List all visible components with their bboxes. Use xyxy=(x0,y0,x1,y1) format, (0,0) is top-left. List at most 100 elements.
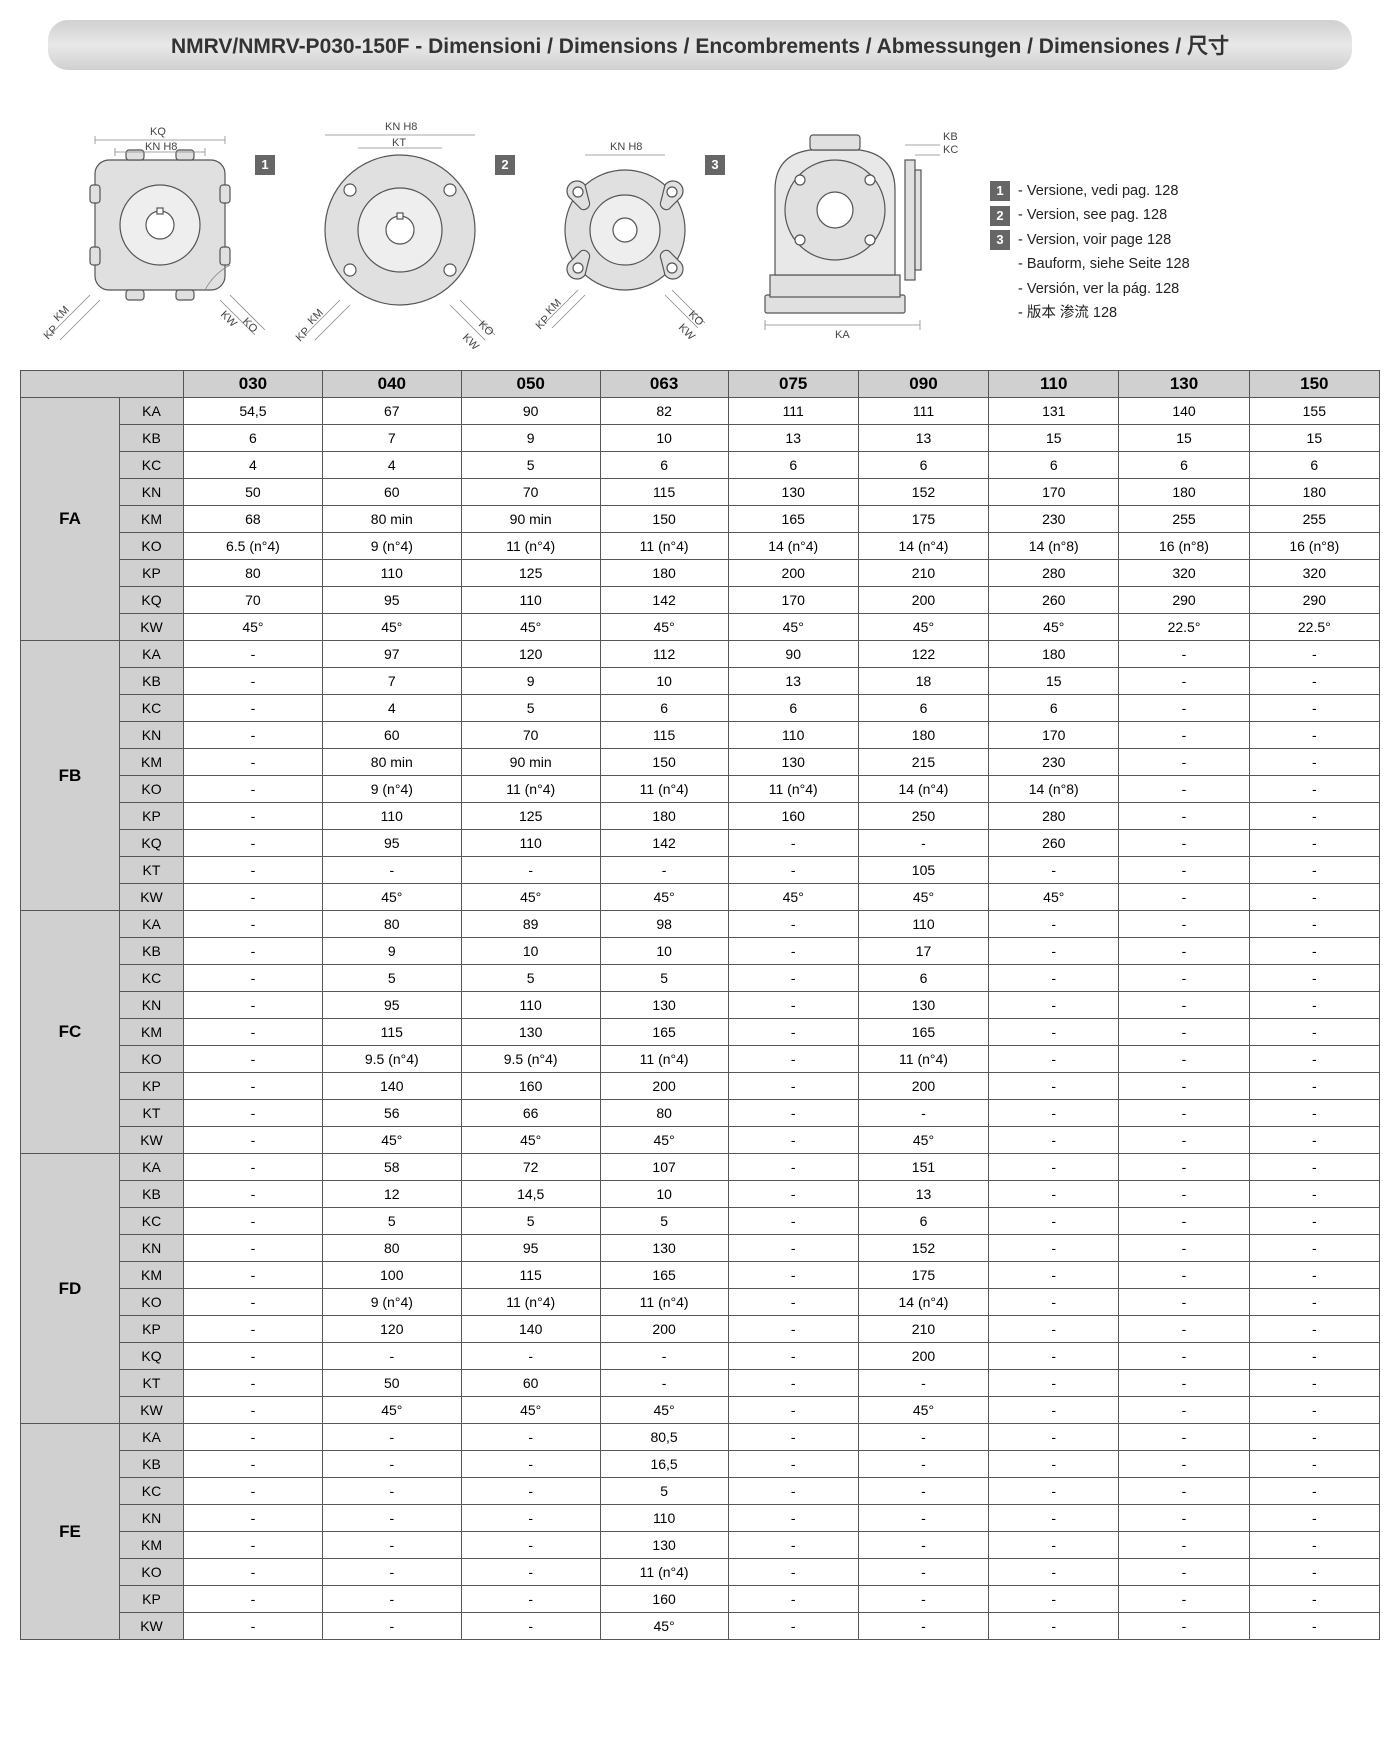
value-cell: - xyxy=(728,1127,858,1154)
value-cell: - xyxy=(1119,938,1249,965)
value-cell: 13 xyxy=(728,668,858,695)
param-cell: KC xyxy=(120,1478,184,1505)
table-row: KP---160----- xyxy=(21,1586,1380,1613)
value-cell: 5 xyxy=(600,1208,728,1235)
value-cell: - xyxy=(1119,1073,1249,1100)
value-cell: 72 xyxy=(461,1154,600,1181)
value-cell: - xyxy=(461,1505,600,1532)
value-cell: 45° xyxy=(600,1397,728,1424)
value-cell: - xyxy=(322,857,461,884)
diagram-1: KQ KN H8 KM KP KO KW 1 xyxy=(40,100,270,350)
d4-kb: KB xyxy=(943,131,958,143)
value-cell: - xyxy=(989,1532,1119,1559)
value-cell: - xyxy=(184,911,323,938)
value-cell: - xyxy=(1119,1316,1249,1343)
value-cell: - xyxy=(1119,1019,1249,1046)
value-cell: 80 min xyxy=(322,749,461,776)
table-row: KW-45°45°45°-45°--- xyxy=(21,1397,1380,1424)
value-cell: - xyxy=(728,1289,858,1316)
table-row: FEKA---80,5----- xyxy=(21,1424,1380,1451)
value-cell: - xyxy=(1119,1586,1249,1613)
value-cell: - xyxy=(989,1100,1119,1127)
value-cell: - xyxy=(1249,1019,1379,1046)
value-cell: 130 xyxy=(461,1019,600,1046)
value-cell: - xyxy=(1119,884,1249,911)
value-cell: - xyxy=(728,1046,858,1073)
value-cell: - xyxy=(461,1478,600,1505)
value-cell: - xyxy=(989,992,1119,1019)
value-cell: - xyxy=(1249,1046,1379,1073)
value-cell: 95 xyxy=(322,992,461,1019)
value-cell: - xyxy=(1119,1532,1249,1559)
value-cell: 180 xyxy=(1249,479,1379,506)
d2-kn: KN H8 xyxy=(385,121,417,133)
value-cell: 89 xyxy=(461,911,600,938)
value-cell: 170 xyxy=(989,722,1119,749)
value-cell: - xyxy=(728,965,858,992)
d4-kc: KC xyxy=(943,144,958,156)
value-cell: 180 xyxy=(989,641,1119,668)
value-cell: 180 xyxy=(600,560,728,587)
value-cell: - xyxy=(1249,965,1379,992)
value-cell: - xyxy=(1249,1208,1379,1235)
value-cell: 45° xyxy=(600,1127,728,1154)
value-cell: 111 xyxy=(858,398,988,425)
value-cell: - xyxy=(184,1073,323,1100)
value-cell: - xyxy=(989,911,1119,938)
table-row: KP-140160200-200--- xyxy=(21,1073,1380,1100)
param-cell: KQ xyxy=(120,830,184,857)
param-cell: KO xyxy=(120,1289,184,1316)
value-cell: 45° xyxy=(858,1127,988,1154)
table-row: KC-555-6--- xyxy=(21,965,1380,992)
value-cell: 70 xyxy=(184,587,323,614)
table-row: KM-80 min90 min150130215230-- xyxy=(21,749,1380,776)
value-cell: 95 xyxy=(322,830,461,857)
group-cell: FD xyxy=(21,1154,120,1424)
value-cell: - xyxy=(728,1559,858,1586)
value-cell: 5 xyxy=(322,1208,461,1235)
value-cell: 11 (n°4) xyxy=(461,776,600,803)
value-cell: - xyxy=(989,1613,1119,1640)
table-row: KB-7910131815-- xyxy=(21,668,1380,695)
value-cell: - xyxy=(858,1100,988,1127)
value-cell: 125 xyxy=(461,803,600,830)
param-cell: KQ xyxy=(120,1343,184,1370)
value-cell: - xyxy=(1119,749,1249,776)
dimensions-table: 030040050063075090110130150 FAKA54,56790… xyxy=(20,370,1380,1640)
d4-ka: KA xyxy=(835,329,850,341)
value-cell: 6 xyxy=(858,1208,988,1235)
value-cell: - xyxy=(1249,1289,1379,1316)
value-cell: - xyxy=(858,1451,988,1478)
value-cell: 5 xyxy=(322,965,461,992)
value-cell: - xyxy=(1249,1343,1379,1370)
legend-text: - Version, see pag. 128 xyxy=(1018,204,1167,226)
legend-text: - Versione, vedi pag. 128 xyxy=(1018,180,1178,202)
d1-kp: KP xyxy=(42,323,61,342)
value-cell: - xyxy=(322,1424,461,1451)
value-cell: - xyxy=(1249,695,1379,722)
value-cell: - xyxy=(728,1316,858,1343)
legend-badge: 2 xyxy=(990,206,1010,226)
value-cell: 150 xyxy=(600,506,728,533)
value-cell: - xyxy=(989,1262,1119,1289)
value-cell: 5 xyxy=(600,965,728,992)
value-cell: - xyxy=(184,992,323,1019)
value-cell: - xyxy=(461,857,600,884)
value-cell: - xyxy=(1119,1127,1249,1154)
value-cell: - xyxy=(1249,1532,1379,1559)
table-row: KO6.5 (n°4)9 (n°4)11 (n°4)11 (n°4)14 (n°… xyxy=(21,533,1380,560)
value-cell: - xyxy=(461,1343,600,1370)
size-header: 130 xyxy=(1119,371,1249,398)
value-cell: 9 xyxy=(461,668,600,695)
value-cell: 97 xyxy=(322,641,461,668)
value-cell: 215 xyxy=(858,749,988,776)
value-cell: - xyxy=(989,1235,1119,1262)
value-cell: 14 (n°4) xyxy=(858,533,988,560)
d3-kn: KN H8 xyxy=(610,141,642,153)
value-cell: 4 xyxy=(184,452,323,479)
value-cell: - xyxy=(989,938,1119,965)
value-cell: 70 xyxy=(461,479,600,506)
table-row: KP-120140200-210--- xyxy=(21,1316,1380,1343)
value-cell: - xyxy=(728,1154,858,1181)
value-cell: - xyxy=(184,776,323,803)
